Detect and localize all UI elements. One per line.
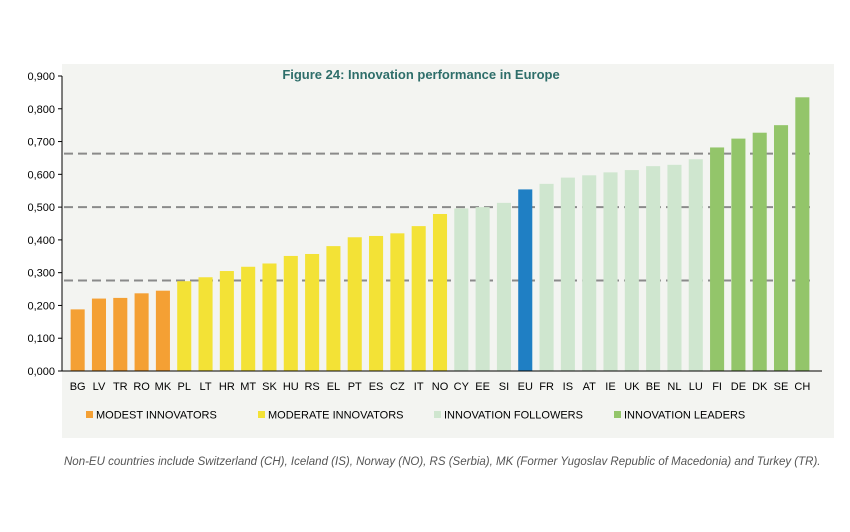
- x-tick-label-EL: EL: [327, 381, 340, 393]
- bar-HR: [219, 271, 234, 371]
- legend: MODEST INNOVATORS MODERATE INNOVATORS INNO…: [86, 410, 745, 422]
- x-tick-label-HU: HU: [283, 381, 299, 393]
- legend-label-modest: MODEST INNOVATORS: [96, 410, 217, 422]
- legend-swatch-moderate: [258, 411, 265, 418]
- legend-swatch-follower: [434, 411, 441, 418]
- x-tick-label-HR: HR: [219, 381, 235, 393]
- legend-label-leader: INNOVATION LEADERS: [624, 410, 745, 422]
- x-tick-label-LV: LV: [93, 381, 106, 393]
- bar-DK: [752, 132, 767, 371]
- bar-RS: [305, 253, 320, 371]
- bar-FR: [539, 183, 554, 371]
- x-tick-label-CY: CY: [454, 381, 470, 393]
- x-tick-label-IT: IT: [414, 381, 424, 393]
- bar-TR: [113, 297, 128, 371]
- x-tick-label-FI: FI: [712, 381, 722, 393]
- x-tick-label-CZ: CZ: [390, 381, 405, 393]
- bar-PL: [177, 281, 192, 371]
- bar-EL: [326, 246, 341, 371]
- x-tick-label-SE: SE: [774, 381, 789, 393]
- legend-swatch-modest: [86, 411, 93, 418]
- bar-NL: [667, 164, 682, 371]
- bar-MT: [241, 266, 256, 371]
- x-tick-label-DE: DE: [731, 381, 746, 393]
- bar-FI: [710, 147, 725, 371]
- legend-swatch-leader: [614, 411, 621, 418]
- y-tick-label: 0,500: [27, 202, 55, 214]
- bar-LU: [688, 159, 703, 371]
- x-tick-label-PT: PT: [348, 381, 362, 393]
- x-tick-label-IS: IS: [563, 381, 573, 393]
- x-tick-label-ES: ES: [369, 381, 384, 393]
- x-tick-label-UK: UK: [624, 381, 640, 393]
- y-tick-label: 0,300: [27, 268, 55, 280]
- bar-ES: [369, 235, 384, 371]
- bar-IT: [411, 226, 426, 371]
- x-tick-label-BG: BG: [70, 381, 86, 393]
- bar-SK: [262, 263, 277, 371]
- x-tick-label-AT: AT: [583, 381, 597, 393]
- chart-title: Figure 24: Innovation performance in Eur…: [282, 67, 559, 82]
- x-tick-label-NO: NO: [432, 381, 449, 393]
- bar-LV: [91, 298, 107, 371]
- x-tick-label-DK: DK: [752, 381, 768, 393]
- bar-MK: [155, 290, 170, 371]
- chart-panel: [62, 64, 834, 438]
- bar-IS: [560, 177, 575, 371]
- y-tick-label: 0,200: [27, 300, 55, 312]
- bar-PT: [347, 237, 362, 371]
- bar-BG: [70, 309, 85, 371]
- bar-IE: [603, 172, 618, 371]
- bar-RO: [134, 293, 149, 371]
- bar-NO: [432, 213, 448, 371]
- bars: [70, 97, 810, 372]
- bar-LT: [198, 277, 213, 371]
- x-tick-label-IE: IE: [605, 381, 615, 393]
- x-tick-label-RO: RO: [133, 381, 150, 393]
- x-tick-label-EE: EE: [475, 381, 490, 393]
- x-tick-label-MT: MT: [240, 381, 256, 393]
- axes: BG LV TR RO MK PL LT HR MT SK HU RS EL PT ES CZ IT NO CY EE…: [27, 71, 822, 393]
- y-tick-label: 0,600: [27, 169, 55, 181]
- legend-label-moderate: MODERATE INNOVATORS: [268, 410, 403, 422]
- x-tick-label-BE: BE: [646, 381, 661, 393]
- bar-SI: [496, 202, 511, 371]
- bar-CH: [795, 97, 810, 372]
- y-tick-label: 0,700: [27, 137, 55, 149]
- bar-CZ: [390, 233, 405, 371]
- y-tick-label: 0,000: [27, 366, 55, 378]
- bar-EE: [475, 207, 490, 371]
- x-tick-label-TR: TR: [113, 381, 128, 393]
- legend-label-follower: INNOVATION FOLLOWERS: [444, 410, 583, 422]
- x-tick-label-LU: LU: [689, 381, 703, 393]
- y-tick-label: 0,100: [27, 333, 55, 345]
- x-tick-label-RS: RS: [304, 381, 319, 393]
- x-tick-label-SI: SI: [499, 381, 509, 393]
- x-tick-label-MK: MK: [155, 381, 172, 393]
- chart-svg: Figure 24: Innovation performance in Eur…: [27, 67, 822, 422]
- y-tick-label: 0,800: [27, 104, 55, 116]
- bar-SE: [773, 125, 789, 372]
- x-tick-label-CH: CH: [794, 381, 810, 393]
- x-tick-label-EU: EU: [518, 381, 533, 393]
- y-tick-label: 0,900: [27, 71, 55, 83]
- x-tick-label-LT: LT: [200, 381, 212, 393]
- x-tick-label-NL: NL: [667, 381, 681, 393]
- bar-HU: [283, 255, 298, 371]
- bar-BE: [646, 166, 661, 371]
- bar-EU: [518, 189, 533, 371]
- bar-DE: [731, 138, 746, 371]
- x-tick-label-FR: FR: [539, 381, 554, 393]
- footnote: Non-EU countries include Switzerland (CH…: [64, 456, 821, 468]
- bar-UK: [624, 170, 639, 371]
- x-tick-label-PL: PL: [177, 381, 190, 393]
- y-tick-label: 0,400: [27, 235, 55, 247]
- bar-AT: [582, 175, 597, 371]
- bar-CY: [454, 208, 469, 371]
- x-tick-label-SK: SK: [262, 381, 277, 393]
